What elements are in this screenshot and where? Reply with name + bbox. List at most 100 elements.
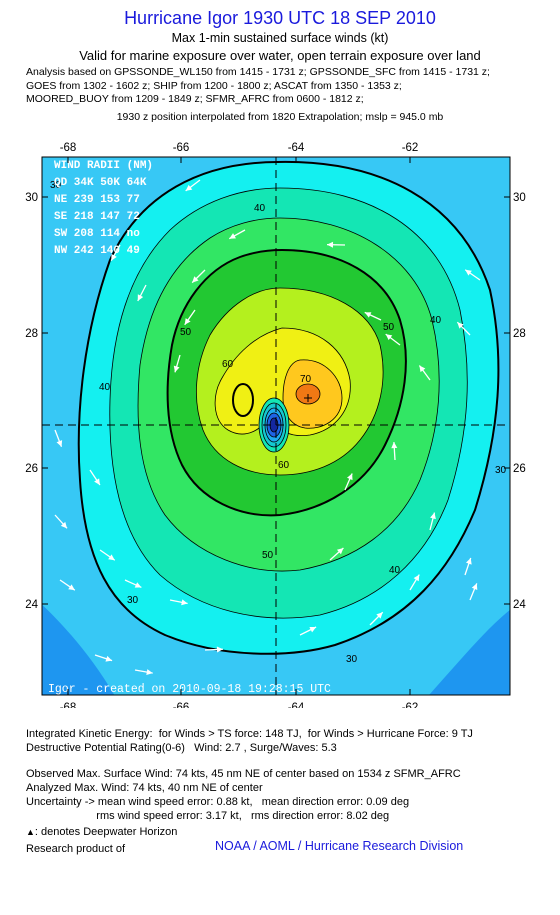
analysis-line: Analysis based on GPSSONDE_WL150 from 14…: [26, 66, 490, 78]
eye-rings: [258, 397, 290, 453]
wind-radii-row: SE 218 147 72: [54, 211, 140, 223]
wind-arrow-head: [108, 554, 115, 561]
lon-label: -64: [288, 142, 305, 154]
wind-arrow-head: [56, 440, 63, 447]
wind-arrow-head: [146, 669, 153, 676]
contour-label: 70: [300, 374, 312, 385]
wind-arrow-head: [419, 365, 426, 373]
contour-label: 40: [254, 203, 266, 214]
wind-arrow-head: [413, 574, 420, 582]
research-label: Research product of: [26, 843, 126, 855]
axis-ticks: [42, 157, 510, 695]
contour-label: 60: [222, 359, 234, 370]
lat-label: 26: [513, 463, 526, 475]
contour-label: 30: [346, 654, 358, 665]
lat-label: 24: [25, 599, 38, 611]
lon-label: -68: [60, 142, 77, 154]
lat-labels-right: 30 28 26 24: [513, 192, 526, 611]
wind-radii-header: QD 34K 50K 64K: [54, 177, 147, 189]
contour-label: 50: [262, 550, 274, 561]
org-credit: NOAA / AOML / Hurricane Research Divisio…: [215, 839, 464, 853]
wind-arrow-head: [430, 512, 436, 520]
uncertainty-line: rms wind speed error: 3.17 kt, rms direc…: [26, 810, 390, 822]
dpr-line: Destructive Potential Rating(0-6) Wind: …: [26, 742, 337, 754]
wind-arrow-head: [385, 334, 393, 341]
plot-frame: [41, 156, 511, 696]
wind-arrow-head: [364, 312, 372, 318]
lat-label: 28: [513, 328, 526, 340]
wind-arrow-head: [457, 322, 464, 329]
contour-label: 30: [127, 595, 139, 606]
contour-labels: 40 40 40 40 30 30 30 30 50 50 50 60 60 7…: [50, 180, 507, 665]
analysis-line: GOES from 1302 - 1602 z; SHIP from 1200 …: [26, 79, 402, 92]
wind-arrow-head: [137, 294, 144, 301]
wind-radii-table: WIND RADII (NM) QD 34K 50K 64K NE 239 15…: [54, 160, 153, 257]
position-note: 1930 z position interpolated from 1820 E…: [116, 111, 444, 123]
wind-arrow-head: [336, 548, 344, 555]
analysis-line: MOORED_BUOY from 1209 - 1849 z; SFMR_AFR…: [26, 93, 364, 106]
wind-arrow-head: [376, 612, 383, 619]
wind-radii-row: NE 239 153 77: [54, 194, 140, 206]
wind-arrow-head: [471, 583, 478, 591]
contour-label: 40: [430, 315, 442, 326]
contour-label: 40: [99, 382, 111, 393]
wind-radii-row: SW 208 114 no: [54, 228, 140, 240]
wind-arrow-head: [60, 521, 68, 529]
lon-labels-bottom: -68 -66 -64 -62: [60, 702, 419, 708]
lon-label: -64: [288, 702, 305, 708]
analyzed-wind-line: Analyzed Max. Wind: 74 kts, 40 nm NE of …: [26, 782, 263, 794]
wind-arrow-head: [68, 584, 75, 591]
contour-label: 30: [495, 465, 507, 476]
contour-label: 40: [389, 565, 401, 576]
wind-map: 40 40 40 40 30 30 30 30 50 50 50 60 60 7…: [25, 142, 526, 708]
deepwater-note: ▲: denotes Deepwater Horizon: [26, 826, 178, 838]
wind-arrow-head: [173, 365, 180, 373]
lon-label: -66: [173, 702, 190, 708]
wind-arrow-head: [347, 473, 353, 481]
lon-label: -62: [402, 702, 419, 708]
lon-label: -66: [173, 142, 190, 154]
wind-vectors: [54, 179, 481, 676]
wind-field: 40 40 40 40 30 30 30 30 50 50 50 60 60 7…: [42, 157, 510, 695]
secondary-max-ring: [232, 383, 254, 417]
wind-arrow-head: [391, 442, 398, 449]
wind-arrow-head: [327, 241, 334, 248]
triangle-icon: ▲: [26, 827, 35, 837]
contour-label: 30: [50, 180, 62, 191]
uncertainty-line: Uncertainty -> mean wind speed error: 0.…: [26, 796, 410, 808]
lat-label: 26: [25, 463, 38, 475]
wind-arrow-head: [192, 276, 199, 283]
wind-arrow-head: [105, 655, 113, 662]
wind-arrow-head: [134, 582, 142, 588]
page-title: Hurricane Igor 1930 UTC 18 SEP 2010: [124, 8, 436, 28]
lat-label: 30: [25, 192, 38, 204]
wind-arrow-head: [111, 254, 117, 261]
lat-label: 28: [25, 328, 38, 340]
analysis-sources: Analysis based on GPSSONDE_WL150 from 14…: [26, 66, 490, 107]
ike-line: Integrated Kinetic Energy: for Winds > T…: [26, 728, 473, 740]
lon-labels-top: -68 -66 -64 -62: [60, 142, 419, 154]
wind-arrow-head: [465, 269, 472, 276]
wind-arrow-head: [216, 646, 223, 653]
lat-label: 30: [513, 192, 526, 204]
wind-arrow-head: [181, 599, 188, 606]
wind-arrow-head: [184, 318, 191, 325]
wind-arrow-head: [465, 557, 472, 565]
wind-radii-row: NW 242 140 49: [54, 245, 140, 257]
wind-arrow-head: [185, 184, 193, 191]
observed-block: Observed Max. Surface Wind: 74 kts, 45 n…: [26, 767, 461, 795]
lon-label: -62: [402, 142, 419, 154]
wind-radii-title: WIND RADII (NM): [54, 160, 153, 172]
wind-arrow-head: [309, 626, 317, 633]
observed-wind-line: Observed Max. Surface Wind: 74 kts, 45 n…: [26, 768, 461, 780]
max-wind-marker: [304, 394, 312, 402]
contour-label: 60: [278, 460, 290, 471]
lat-label: 24: [513, 599, 526, 611]
uncertainty-block: Uncertainty -> mean wind speed error: 0.…: [26, 795, 409, 823]
map-credit: Igor - created on 2010-09-18 19:28:15 UT…: [48, 683, 331, 696]
contour-label: 50: [180, 327, 192, 338]
contour-label: 50: [383, 322, 395, 333]
wind-arrow-head: [94, 478, 100, 486]
validity-note: Valid for marine exposure over water, op…: [79, 48, 481, 63]
lat-labels-left: 30 28 26 24: [25, 192, 38, 611]
